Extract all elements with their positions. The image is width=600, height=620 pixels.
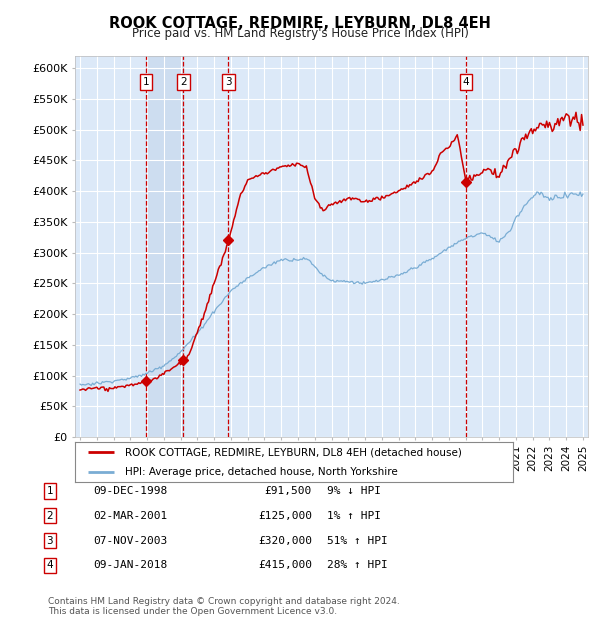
Text: £91,500: £91,500: [265, 486, 312, 496]
Text: This data is licensed under the Open Government Licence v3.0.: This data is licensed under the Open Gov…: [48, 607, 337, 616]
Text: 2: 2: [180, 77, 187, 87]
Text: ROOK COTTAGE, REDMIRE, LEYBURN, DL8 4EH: ROOK COTTAGE, REDMIRE, LEYBURN, DL8 4EH: [109, 16, 491, 31]
Text: 2: 2: [46, 511, 53, 521]
Text: 09-JAN-2018: 09-JAN-2018: [93, 560, 167, 570]
Bar: [146, 56, 184, 437]
Text: £125,000: £125,000: [258, 511, 312, 521]
Text: 3: 3: [225, 77, 232, 87]
Text: 09-DEC-1998: 09-DEC-1998: [93, 486, 167, 496]
Text: 4: 4: [46, 560, 53, 570]
Text: ROOK COTTAGE, REDMIRE, LEYBURN, DL8 4EH (detached house): ROOK COTTAGE, REDMIRE, LEYBURN, DL8 4EH …: [125, 447, 462, 457]
Text: £415,000: £415,000: [258, 560, 312, 570]
Text: Price paid vs. HM Land Registry's House Price Index (HPI): Price paid vs. HM Land Registry's House …: [131, 27, 469, 40]
Text: HPI: Average price, detached house, North Yorkshire: HPI: Average price, detached house, Nort…: [125, 467, 398, 477]
Text: Contains HM Land Registry data © Crown copyright and database right 2024.: Contains HM Land Registry data © Crown c…: [48, 597, 400, 606]
Text: 3: 3: [46, 536, 53, 546]
Text: 07-NOV-2003: 07-NOV-2003: [93, 536, 167, 546]
Text: 1: 1: [143, 77, 149, 87]
Text: 28% ↑ HPI: 28% ↑ HPI: [327, 560, 388, 570]
Text: 51% ↑ HPI: 51% ↑ HPI: [327, 536, 388, 546]
Text: 02-MAR-2001: 02-MAR-2001: [93, 511, 167, 521]
Text: 1% ↑ HPI: 1% ↑ HPI: [327, 511, 381, 521]
Text: £320,000: £320,000: [258, 536, 312, 546]
Text: 9% ↓ HPI: 9% ↓ HPI: [327, 486, 381, 496]
Text: 4: 4: [463, 77, 469, 87]
Text: 1: 1: [46, 486, 53, 496]
